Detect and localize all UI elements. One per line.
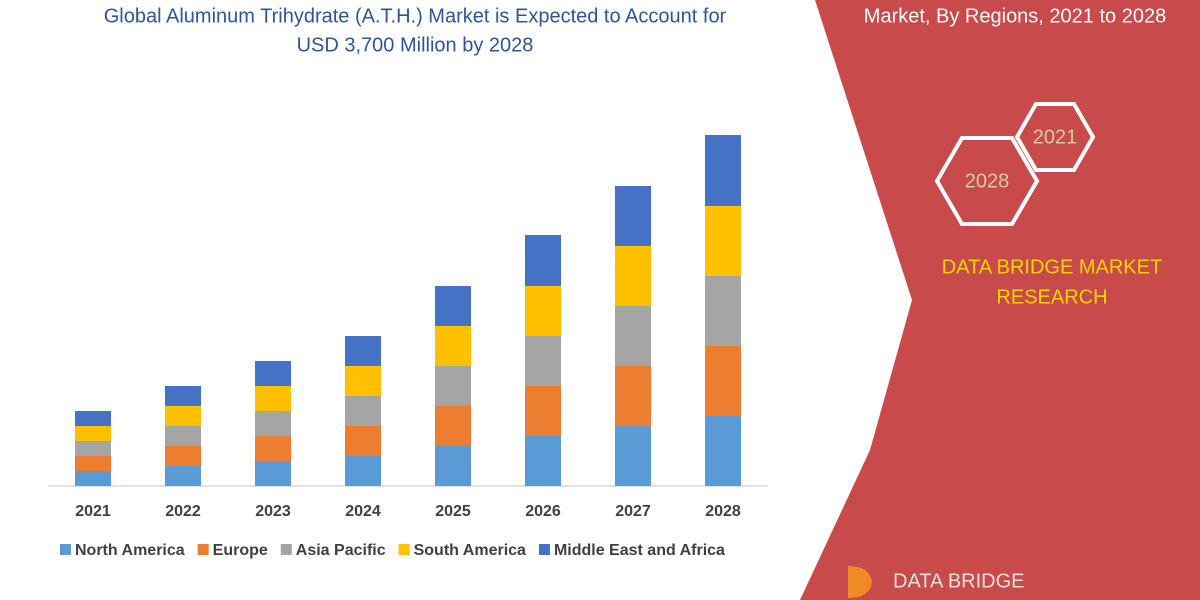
bar-segment — [75, 471, 111, 486]
bar-segment — [75, 426, 111, 441]
bar-segment — [345, 366, 381, 396]
x-tick-label: 2023 — [255, 503, 291, 520]
legend-swatch — [197, 544, 209, 555]
bar-segment — [525, 436, 561, 486]
bar-segment — [345, 396, 381, 426]
legend-label: Europe — [213, 542, 268, 559]
legend-swatch — [398, 544, 410, 555]
x-tick-label: 2027 — [615, 503, 651, 520]
bar-segment — [165, 466, 201, 486]
bar-segment — [345, 426, 381, 456]
x-tick-label: 2021 — [75, 503, 111, 520]
bar-segment — [525, 286, 561, 336]
legend-label: Middle East and Africa — [554, 542, 725, 559]
bar-segment — [435, 326, 471, 366]
legend-label: Asia Pacific — [296, 542, 386, 559]
bar-segment — [705, 206, 741, 276]
bar-segment — [615, 366, 651, 426]
bar-segment — [165, 386, 201, 406]
bar-segment — [255, 361, 291, 386]
bar-segment — [165, 446, 201, 466]
bar-segment — [75, 411, 111, 426]
bar-segment — [435, 366, 471, 406]
bar-segment — [255, 436, 291, 461]
legend-swatch — [60, 544, 71, 555]
hexagon-label: 2021 — [1033, 126, 1078, 148]
brand-text: RESEARCH — [996, 286, 1107, 308]
legend-label: South America — [414, 542, 526, 559]
x-tick-label: 2024 — [345, 503, 381, 520]
bar-segment — [165, 406, 201, 426]
bar-segment — [75, 456, 111, 471]
bar-segment — [255, 461, 291, 486]
bar-segment — [255, 386, 291, 411]
bar-segment — [705, 276, 741, 346]
bar-segment — [525, 386, 561, 436]
bar-segment — [345, 456, 381, 486]
bar-segment — [435, 446, 471, 486]
bar-segment — [345, 336, 381, 366]
chart-title: Global Aluminum Trihydrate (A.T.H.) Mark… — [104, 5, 727, 27]
bar-segment — [165, 426, 201, 446]
legend-swatch — [538, 544, 550, 555]
brand-text: DATA BRIDGE MARKET — [942, 256, 1162, 278]
bar-segment — [615, 426, 651, 486]
bar-segment — [615, 186, 651, 246]
x-tick-label: 2025 — [435, 503, 471, 520]
logo-icon — [848, 566, 872, 598]
side-panel — [800, 0, 1200, 600]
legend-swatch — [280, 544, 292, 555]
bar-segment — [705, 416, 741, 486]
hexagon — [934, 136, 1040, 226]
bar-segment — [705, 346, 741, 416]
bar-segment — [615, 246, 651, 306]
bar-segment — [435, 286, 471, 326]
panel-subtitle: Market, By Regions, 2021 to 2028 — [864, 5, 1166, 27]
hexagon-label: 2028 — [965, 170, 1010, 192]
logo-text: DATA BRIDGE — [893, 570, 1025, 592]
hexagon — [1014, 102, 1096, 172]
bar-segment — [525, 336, 561, 386]
x-tick-label: 2022 — [165, 503, 201, 520]
chart-title: USD 3,700 Million by 2028 — [297, 34, 534, 56]
x-tick-label: 2026 — [525, 503, 561, 520]
bar-segment — [615, 306, 651, 366]
x-tick-label: 2028 — [705, 503, 741, 520]
bar-segment — [255, 411, 291, 436]
bar-segment — [75, 441, 111, 456]
legend-label: North America — [75, 542, 185, 559]
bar-segment — [705, 135, 741, 206]
bar-segment — [525, 235, 561, 286]
bar-segment — [435, 406, 471, 446]
